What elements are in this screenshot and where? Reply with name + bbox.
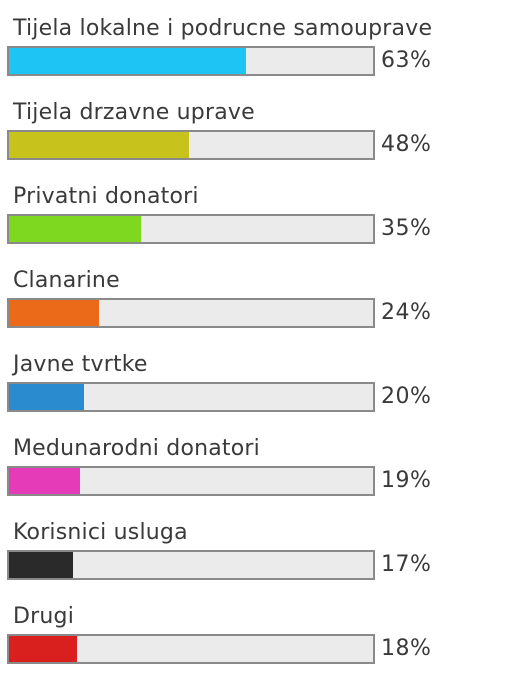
bar-label: Tijela drzavne uprave xyxy=(13,100,255,125)
bar-row: Drugi 18% xyxy=(0,604,508,688)
bar-label: Medunarodni donatori xyxy=(13,436,260,461)
bar-fill xyxy=(9,552,73,578)
bar-label: Clanarine xyxy=(13,268,120,293)
bar-label: Tijela lokalne i podrucne samouprave xyxy=(13,16,433,41)
bar-fill xyxy=(9,132,189,158)
bar-value-label: 24% xyxy=(381,300,432,325)
bar-fill xyxy=(9,48,246,74)
bar-value-label: 18% xyxy=(381,636,432,661)
bar-fill xyxy=(9,636,77,662)
bar-track xyxy=(7,46,375,76)
bar-fill xyxy=(9,468,80,494)
bar-row: Tijela lokalne i podrucne samouprave 63% xyxy=(0,16,508,100)
bar-row: Medunarodni donatori 19% xyxy=(0,436,508,520)
bar-row: Clanarine 24% xyxy=(0,268,508,352)
bar-fill xyxy=(9,300,99,326)
bar-track xyxy=(7,298,375,328)
bar-row: Tijela drzavne uprave 48% xyxy=(0,100,508,184)
bar-track xyxy=(7,130,375,160)
bar-value-label: 20% xyxy=(381,384,432,409)
bar-row: Korisnici usluga 17% xyxy=(0,520,508,604)
bar-value-label: 19% xyxy=(381,468,432,493)
bar-fill xyxy=(9,384,84,410)
bar-label: Javne tvrtke xyxy=(13,352,148,377)
bar-track xyxy=(7,634,375,664)
bar-value-label: 48% xyxy=(381,132,432,157)
bar-value-label: 35% xyxy=(381,216,432,241)
bar-row: Javne tvrtke 20% xyxy=(0,352,508,436)
bar-row: Privatni donatori 35% xyxy=(0,184,508,268)
bar-label: Korisnici usluga xyxy=(13,520,188,545)
bar-fill xyxy=(9,216,141,242)
bar-value-label: 17% xyxy=(381,552,432,577)
bar-value-label: 63% xyxy=(381,48,432,73)
bar-track xyxy=(7,550,375,580)
bar-track xyxy=(7,466,375,496)
bar-label: Privatni donatori xyxy=(13,184,199,209)
bar-chart: Tijela lokalne i podrucne samouprave 63% T… xyxy=(0,16,508,664)
bar-track xyxy=(7,214,375,244)
bar-track xyxy=(7,382,375,412)
bar-label: Drugi xyxy=(13,604,75,629)
